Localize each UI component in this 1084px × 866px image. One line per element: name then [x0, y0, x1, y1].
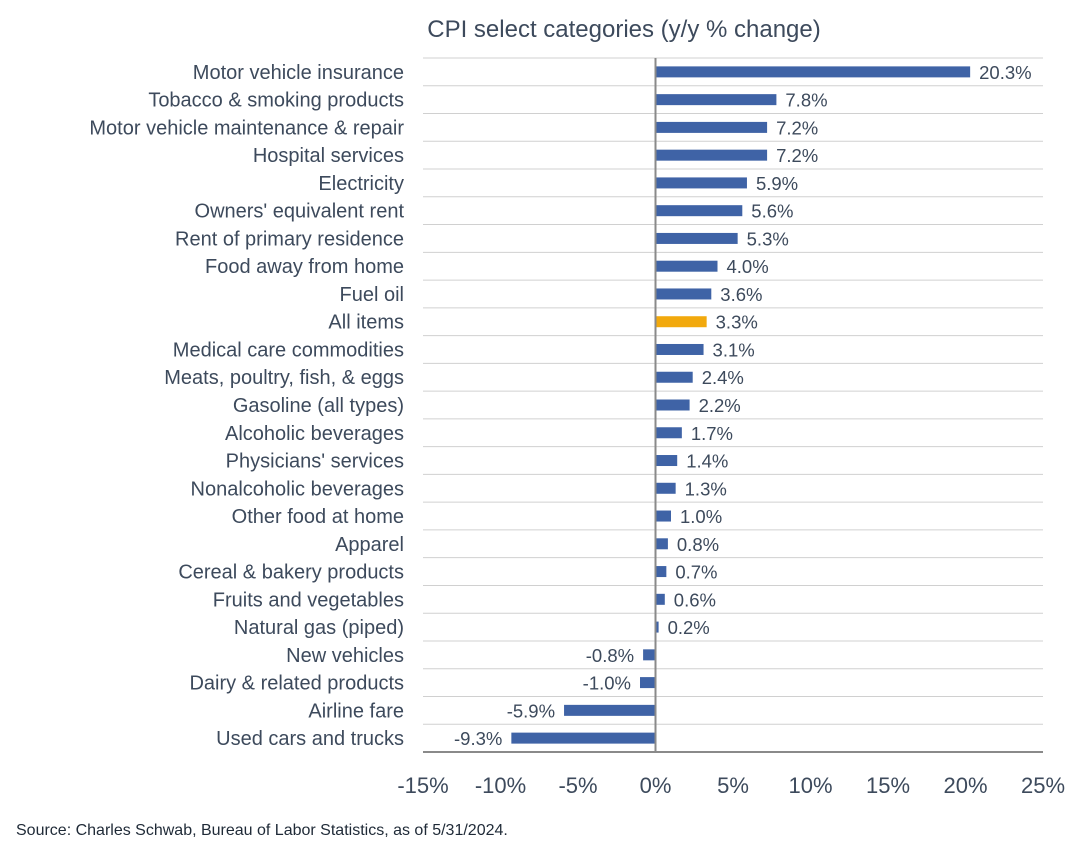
bar [655, 566, 667, 578]
value-labels: 20.3% 7.8% 7.2% 7.2% 5.9% 5.6% 5.3% 4.0% 3.6% 3.3… [454, 62, 1032, 749]
bar [655, 371, 693, 383]
bar [655, 621, 659, 633]
category-label: Hospital services [253, 145, 404, 167]
data-label: 5.9% [756, 173, 798, 194]
category-labels: Motor vehicle insurance Tobacco & smoking… [89, 62, 404, 750]
category-label: Electricity [318, 173, 404, 195]
category-label: Used cars and trucks [216, 728, 404, 750]
data-label: -9.3% [454, 728, 502, 749]
x-tick-label: 5% [717, 773, 749, 798]
source-note: Source: Charles Schwab, Bureau of Labor … [16, 822, 508, 839]
bar [640, 677, 656, 689]
category-label: Fruits and vegetables [213, 589, 404, 611]
data-label: 20.3% [979, 62, 1031, 83]
data-label: -1.0% [583, 673, 631, 694]
bar [655, 66, 971, 78]
bar [655, 94, 777, 106]
category-label: Physicians' services [226, 451, 404, 473]
category-label: Medical care commodities [173, 339, 404, 361]
bars-layer [511, 66, 971, 744]
bar [655, 149, 768, 161]
data-label: 2.2% [699, 395, 741, 416]
data-label: -0.8% [586, 645, 634, 666]
data-label: 1.3% [685, 478, 727, 499]
category-label: Tobacco & smoking products [148, 90, 404, 112]
data-label: 1.0% [680, 506, 722, 527]
category-label: Cereal & bakery products [178, 562, 404, 584]
x-tick-label: -15% [397, 773, 448, 798]
category-label: Gasoline (all types) [233, 395, 404, 417]
category-label: Apparel [335, 534, 404, 556]
x-tick-label: 15% [866, 773, 910, 798]
data-label: 0.2% [668, 617, 710, 638]
data-label: 5.3% [747, 228, 789, 249]
data-label: 3.1% [713, 339, 755, 360]
bar [655, 205, 743, 217]
x-tick-label: 0% [640, 773, 672, 798]
bar [655, 316, 707, 328]
category-label: Other food at home [232, 506, 404, 528]
data-label: -5.9% [507, 700, 555, 721]
category-label: Fuel oil [340, 284, 404, 306]
bar [655, 343, 704, 355]
x-tick-labels: -15% -10% -5% 0% 5% 10% 15% 20% 25% [397, 773, 1065, 798]
data-label: 7.2% [776, 117, 818, 138]
category-label: Rent of primary residence [175, 228, 404, 250]
data-label: 5.6% [751, 201, 793, 222]
bar [655, 427, 682, 439]
category-label: Food away from home [205, 256, 404, 278]
data-label: 3.6% [720, 284, 762, 305]
axis-layer [423, 58, 1043, 753]
bar [643, 649, 656, 661]
data-label: 1.7% [691, 423, 733, 444]
x-tick-label: 10% [788, 773, 832, 798]
bar [655, 593, 665, 605]
data-label: 2.4% [702, 367, 744, 388]
bar [655, 260, 718, 272]
bar [655, 177, 747, 189]
x-tick-label: -10% [475, 773, 526, 798]
chart-title: CPI select categories (y/y % change) [427, 16, 821, 43]
bar [655, 288, 712, 300]
bar [655, 482, 676, 494]
category-label: Motor vehicle maintenance & repair [89, 117, 404, 139]
x-tick-label: 20% [943, 773, 987, 798]
bar [511, 732, 656, 744]
category-label: Meats, poultry, fish, & eggs [164, 367, 404, 389]
category-label: Nonalcoholic beverages [191, 478, 404, 500]
category-label: Motor vehicle insurance [193, 62, 404, 84]
bar [655, 399, 690, 411]
data-label: 4.0% [727, 256, 769, 277]
grid-layer [423, 57, 1043, 753]
category-label: Natural gas (piped) [234, 617, 404, 639]
bar [655, 510, 671, 522]
data-label: 1.4% [686, 451, 728, 472]
bar [655, 121, 768, 133]
category-label: Owners' equivalent rent [195, 201, 405, 223]
data-label: 3.3% [716, 312, 758, 333]
bar [564, 704, 656, 716]
category-label: Airline fare [308, 700, 404, 722]
bar [655, 232, 738, 244]
category-label: Dairy & related products [189, 673, 404, 695]
bar [655, 538, 668, 550]
data-label: 0.8% [677, 534, 719, 555]
data-label: 7.8% [785, 90, 827, 111]
bar [655, 455, 678, 467]
category-label: All items [328, 312, 404, 334]
category-label: Alcoholic beverages [225, 423, 404, 445]
data-label: 0.7% [675, 562, 717, 583]
data-label: 0.6% [674, 589, 716, 610]
x-tick-label: -5% [558, 773, 597, 798]
x-tick-label: 25% [1021, 773, 1065, 798]
data-label: 7.2% [776, 145, 818, 166]
category-label: New vehicles [286, 645, 404, 667]
